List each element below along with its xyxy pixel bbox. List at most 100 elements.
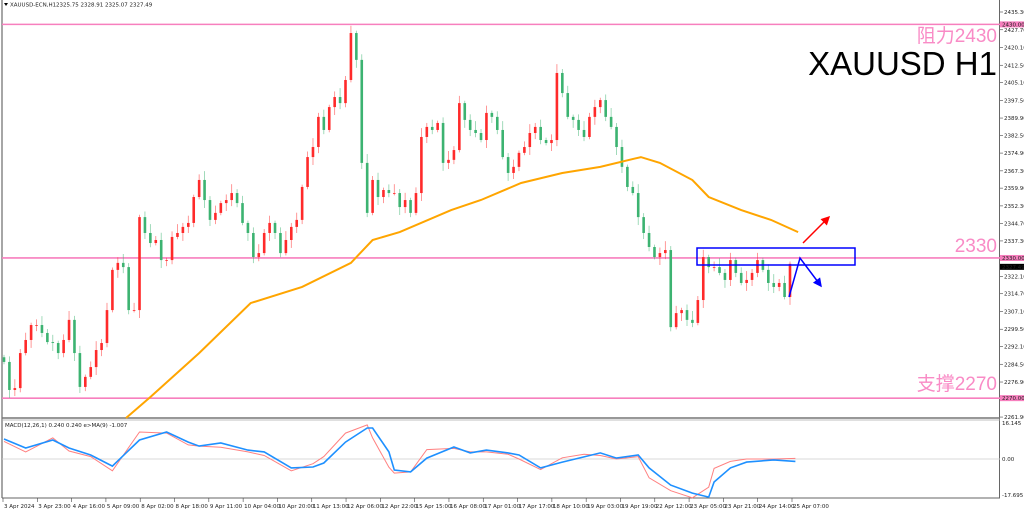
candle-body — [750, 272, 754, 280]
candle-body — [533, 126, 537, 134]
candle-body — [409, 200, 412, 213]
candle-body — [664, 250, 667, 254]
candle-body — [501, 129, 505, 158]
candle-body — [642, 217, 645, 233]
price-tick-label: 2322.10 — [1004, 274, 1024, 280]
candle-body — [506, 157, 510, 173]
candle-body — [349, 33, 353, 80]
candle-body — [696, 300, 700, 323]
candle-body — [555, 72, 559, 141]
dropdown-triangle-icon[interactable] — [4, 3, 8, 6]
candle-body — [214, 212, 217, 220]
candle-body — [631, 186, 635, 194]
candle-body — [2, 357, 6, 362]
candle-body — [674, 313, 678, 328]
price-axis: 2435.30 2427.70 2420.10 2412.50 2405.10 2397.… — [1000, 10, 1024, 421]
candle-body — [685, 310, 689, 320]
price-tick-label: 2352.30 — [1004, 204, 1024, 210]
time-tick-label: 4 Apr 16:00 — [73, 504, 106, 510]
price-tick-label: 2367.30 — [1004, 169, 1024, 175]
candle-body — [203, 179, 206, 201]
candle-body — [62, 339, 65, 354]
candle-body — [745, 279, 748, 283]
time-tick-label: 5 Apr 09:00 — [107, 504, 140, 510]
candle-body — [723, 272, 727, 280]
symbol-label: XAUUSD-ECN,H1 — [10, 3, 56, 9]
candle-body — [756, 260, 759, 273]
candle-body — [452, 150, 456, 160]
candle-body — [658, 253, 662, 258]
candle-body — [414, 193, 418, 213]
moving-average-line — [125, 156, 799, 419]
candle-body — [18, 353, 22, 389]
consolidation-zone-box[interactable] — [696, 247, 856, 266]
candle-body — [577, 119, 580, 130]
bullish-arrow-icon[interactable] — [802, 215, 831, 244]
candle-body — [105, 310, 109, 344]
price-tick-label: 2427.70 — [1004, 28, 1024, 34]
current-price-badge — [1000, 263, 1024, 270]
candle-body — [295, 219, 299, 227]
candle-body — [138, 217, 141, 311]
candle-body — [56, 343, 60, 354]
candle-body — [458, 103, 461, 151]
price-tick-label: 2374.90 — [1004, 151, 1024, 157]
bearish-arrow-icon[interactable] — [788, 256, 822, 298]
macd-signal-line — [3, 427, 796, 499]
price-tick-label: 2292.10 — [1004, 345, 1024, 351]
candle-body — [598, 100, 602, 108]
ohlc-readout: 2325.75 2328.91 2325.07 2327.49 — [56, 3, 153, 9]
price-tick-label: 2299.50 — [1004, 327, 1024, 333]
candle-body — [647, 232, 651, 248]
candle-body — [691, 319, 694, 323]
candle-body — [192, 197, 196, 223]
time-tick-label: 9 Apr 11:00 — [210, 504, 243, 510]
level-price-label: 2330.00 — [1002, 256, 1024, 262]
candle-body — [8, 361, 11, 390]
resistance-label: 阻力2430 — [917, 25, 997, 47]
candle-body — [544, 140, 548, 144]
chart-title: XAUUSD H1 — [808, 45, 997, 82]
candle-body — [219, 203, 223, 213]
candle-body — [78, 353, 82, 387]
candle-body — [159, 239, 163, 261]
price-tick-label: 2389.90 — [1004, 116, 1024, 122]
price-tick-label: 2337.30 — [1004, 239, 1024, 245]
candle-body — [447, 159, 450, 163]
candle-body — [615, 126, 618, 148]
level-price-badge — [1000, 395, 1024, 402]
level-price-badge — [1000, 21, 1024, 28]
candle-body — [539, 126, 542, 141]
time-tick-label: 23 Apr 05:00 — [690, 504, 726, 510]
time-tick-label: 10 Apr 04:00 — [244, 504, 280, 510]
candle-body — [273, 222, 277, 233]
candle-body — [626, 166, 629, 187]
candle-body — [550, 140, 553, 144]
price-tick-label: 2435.30 — [1004, 10, 1024, 16]
time-tick-label: 11 Apr 13:00 — [313, 504, 349, 510]
candle-body — [468, 119, 472, 130]
price-tick-label: 2314.70 — [1004, 292, 1024, 298]
price-tick-label: 2284.50 — [1004, 362, 1024, 368]
candle-body — [100, 343, 103, 351]
candle-body — [636, 193, 640, 218]
candle-body — [436, 122, 439, 130]
candle-body — [365, 162, 369, 213]
candle-body — [84, 376, 87, 387]
macd-legend: MACD(12,26,1) 0.240 0.240 e>MA(9) -1.007 — [5, 423, 128, 429]
candle-body — [739, 272, 743, 283]
candle-body — [512, 166, 515, 173]
candle-body — [181, 226, 185, 233]
time-tick-label: 10 Apr 20:00 — [278, 504, 314, 510]
candle-body — [566, 93, 570, 117]
time-tick-label: 19 Apr 03:00 — [587, 504, 623, 510]
candle-body — [35, 325, 38, 326]
time-axis: 3 Apr 2024 3 Apr 23:00 4 Apr 16:00 5 Apr 09… — [2, 498, 829, 510]
candle-body — [463, 103, 467, 120]
price-tick-label: 2276.90 — [1004, 380, 1024, 386]
candle-body — [230, 193, 233, 201]
time-tick-label: 16 Apr 08:00 — [450, 504, 486, 510]
candle-body — [718, 267, 721, 273]
time-tick-label: 12 Apr 06:00 — [347, 504, 383, 510]
